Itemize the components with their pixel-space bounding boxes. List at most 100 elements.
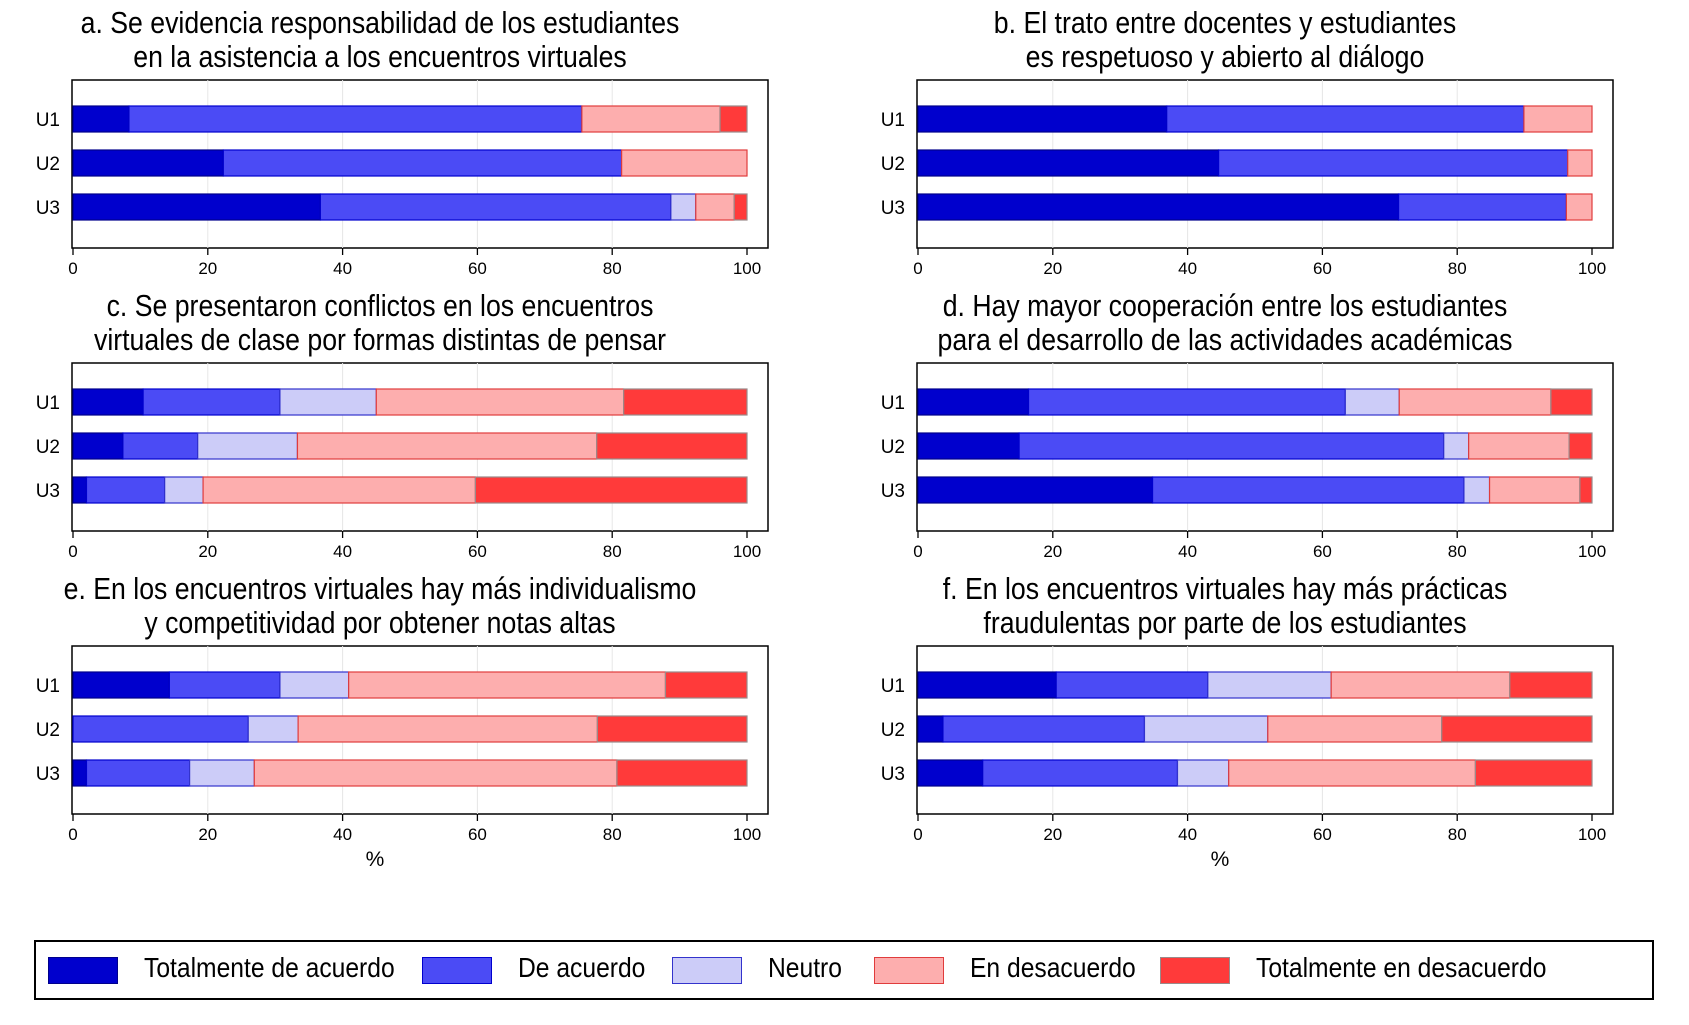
category-label: U2	[36, 154, 60, 175]
category-label: U2	[881, 154, 905, 175]
chart-panel: d. Hay mayor cooperación entre los estud…	[845, 283, 1614, 588]
bar-segment	[942, 715, 1146, 743]
category-label: U2	[881, 720, 905, 741]
bar-segment	[1441, 715, 1593, 743]
x-tick-label: 20	[198, 259, 217, 278]
bar-segment	[348, 671, 667, 699]
bar-segment	[85, 476, 166, 504]
bar-segment	[319, 193, 672, 221]
bar-segment	[596, 432, 748, 460]
bar-segment	[1397, 193, 1567, 221]
x-tick-label: 0	[68, 259, 77, 278]
bar-segment	[1176, 759, 1230, 787]
bar-segment	[917, 671, 1057, 699]
bar-segment	[279, 671, 350, 699]
x-tick-label: 0	[68, 542, 77, 561]
chart-title-line: d. Hay mayor cooperación entre los estud…	[942, 288, 1508, 323]
x-tick-label: 60	[468, 542, 487, 561]
chart-title-line: b. El trato entre docentes y estudiantes	[993, 5, 1457, 40]
chart-title-line: en la asistencia a los encuentros virtua…	[133, 39, 627, 74]
chart-title: b. El trato entre docentes y estudiantes…	[898, 6, 1552, 74]
x-tick-label: 80	[1448, 542, 1467, 561]
bar-segment	[733, 193, 748, 221]
category-label: U3	[881, 481, 905, 502]
category-label: U1	[36, 110, 60, 131]
chart-title-line: y competitividad por obtener notas altas	[144, 605, 616, 640]
bar-segment	[1027, 388, 1346, 416]
bar-segment	[247, 715, 299, 743]
x-tick-label: 20	[198, 825, 217, 844]
bar-segment	[72, 193, 321, 221]
bar-segment	[72, 671, 170, 699]
bar-segment	[1143, 715, 1269, 743]
legend-label: En desacuerdo	[970, 952, 1136, 983]
chart-panel: f. En los encuentros virtuales hay más p…	[845, 566, 1614, 871]
bar-segment	[189, 759, 255, 787]
legend-label: De acuerdo	[518, 952, 646, 983]
x-tick-label: 60	[1313, 259, 1332, 278]
category-label: U3	[36, 481, 60, 502]
x-tick-label: 0	[68, 825, 77, 844]
legend: Totalmente de acuerdo De acuerdo Neutro En …	[34, 940, 1654, 1000]
x-tick-label: 40	[1178, 259, 1197, 278]
x-tick-label: 20	[1043, 259, 1062, 278]
bar-segment	[279, 388, 377, 416]
chart-title-line: e. En los encuentros virtuales hay más i…	[63, 571, 697, 606]
x-tick-label: 40	[333, 259, 352, 278]
chart-title: d. Hay mayor cooperación entre los estud…	[898, 289, 1552, 357]
legend-label: Totalmente de acuerdo	[144, 952, 395, 983]
chart-panel: b. El trato entre docentes y estudiantes…	[845, 0, 1614, 305]
bar-segment	[596, 715, 748, 743]
chart-panel: c. Se presentaron conflictos en los encu…	[0, 283, 769, 588]
bar-segment	[1568, 432, 1593, 460]
bar-segment	[695, 193, 735, 221]
x-tick-label: 40	[1178, 825, 1197, 844]
x-tick-label: 60	[1313, 542, 1332, 561]
category-label: U3	[881, 198, 905, 219]
bar-segment	[1567, 149, 1593, 177]
chart-title: f. En los encuentros virtuales hay más p…	[898, 572, 1552, 640]
bar-segment	[1550, 388, 1593, 416]
bar-segment	[1228, 759, 1476, 787]
bar-segment	[1151, 476, 1465, 504]
bar-segment	[917, 105, 1168, 133]
bar-segment	[296, 432, 598, 460]
chart-title-line: c. Se presentaron conflictos en los encu…	[106, 288, 654, 323]
x-tick-label: 100	[1578, 825, 1606, 844]
bar-segment	[982, 759, 1179, 787]
x-tick-label: 40	[333, 825, 352, 844]
bar-segment	[719, 105, 748, 133]
category-label: U1	[881, 676, 905, 697]
category-label: U2	[881, 437, 905, 458]
bar-segment	[1463, 476, 1491, 504]
x-tick-label: 100	[733, 542, 761, 561]
bar-chart: U1 U2 U3 0 20 40 60 80 100	[881, 362, 1614, 561]
legend-swatch	[48, 957, 118, 984]
bar-segment	[375, 388, 625, 416]
bar-segment	[1267, 715, 1443, 743]
bar-segment	[164, 476, 204, 504]
bar-segment	[128, 105, 583, 133]
category-label: U3	[36, 764, 60, 785]
bar-segment	[474, 476, 748, 504]
bar-chart: U1 U2 U3 0 20 40 60 80 100%	[36, 645, 769, 871]
x-axis-label: %	[1211, 848, 1230, 871]
x-tick-label: 20	[1043, 825, 1062, 844]
x-tick-label: 0	[913, 542, 922, 561]
bar-segment	[1018, 432, 1445, 460]
legend-swatch	[672, 957, 742, 984]
bar-segment	[1488, 476, 1581, 504]
bar-segment	[1330, 671, 1511, 699]
bar-segment	[1344, 388, 1400, 416]
bar-segment	[1579, 476, 1593, 504]
x-tick-label: 100	[733, 825, 761, 844]
bar-segment	[1443, 432, 1470, 460]
chart-title-line: f. En los encuentros virtuales hay más p…	[942, 571, 1508, 606]
x-tick-label: 80	[603, 259, 622, 278]
bar-segment	[917, 715, 944, 743]
bar-segment	[616, 759, 748, 787]
legend-label: Neutro	[768, 952, 842, 983]
x-tick-label: 20	[1043, 542, 1062, 561]
category-label: U3	[36, 198, 60, 219]
